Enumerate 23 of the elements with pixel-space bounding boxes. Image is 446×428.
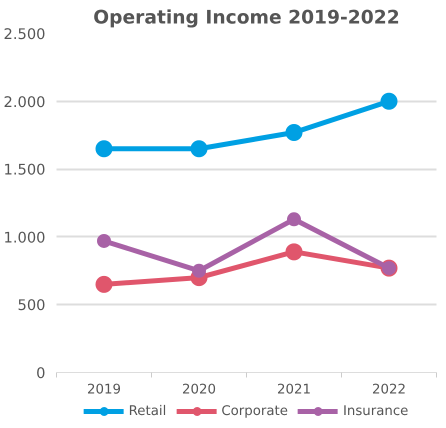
- y-tick-label: 2.500: [4, 26, 46, 43]
- y-tick-label: 1.000: [4, 229, 46, 246]
- y-tick-label: 2.000: [4, 94, 46, 111]
- point: [286, 124, 302, 141]
- y-tick-label: 500: [18, 297, 46, 314]
- chart-title: Operating Income 2019-2022: [93, 8, 400, 28]
- point: [286, 243, 302, 260]
- point: [192, 264, 206, 278]
- point: [97, 234, 111, 248]
- x-tick-label: 2019: [87, 382, 121, 398]
- point: [380, 92, 398, 110]
- legend-label: Insurance: [342, 404, 408, 418]
- point: [190, 140, 208, 158]
- x-tick-label: 2020: [182, 382, 216, 398]
- point: [96, 140, 112, 158]
- y-tick-label: 1.500: [4, 162, 46, 179]
- x-tick-label: 2022: [372, 382, 406, 398]
- legend-label: Retail: [128, 404, 166, 418]
- legend-label: Corporate: [221, 404, 288, 418]
- x-tick-label: 2021: [277, 382, 311, 398]
- y-tick-label: 0: [36, 365, 46, 382]
- point: [96, 276, 112, 293]
- point: [287, 212, 301, 226]
